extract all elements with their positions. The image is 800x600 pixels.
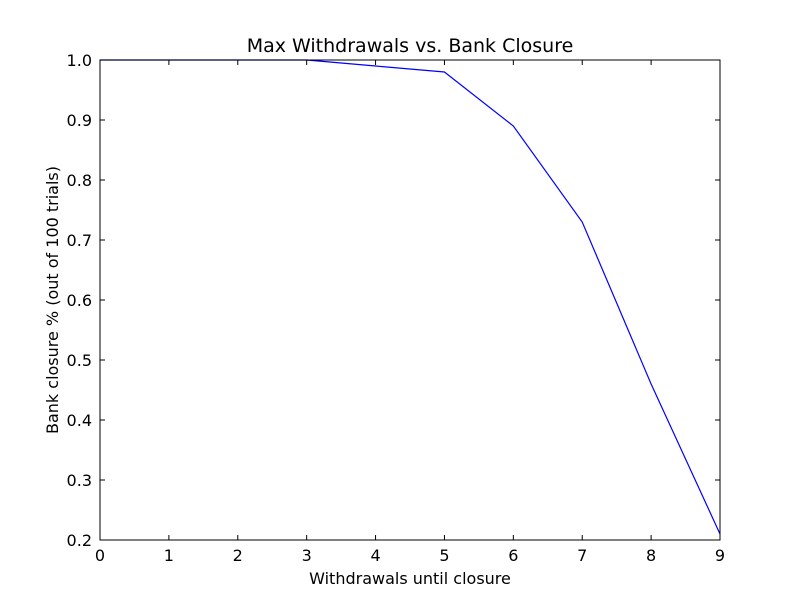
x-tick-label: 9: [715, 546, 725, 565]
y-axis-label: Bank closure % (out of 100 trials): [43, 166, 62, 434]
x-tick-label: 8: [646, 546, 656, 565]
y-tick-label: 0.7: [67, 231, 92, 250]
y-tick-label: 0.6: [67, 291, 92, 310]
y-tick-label: 1.0: [67, 51, 92, 70]
y-tick-label: 0.8: [67, 171, 92, 190]
x-tick-label: 0: [95, 546, 105, 565]
y-tick-label: 0.9: [67, 111, 92, 130]
y-tick-label: 0.4: [67, 411, 92, 430]
x-tick-label: 6: [508, 546, 518, 565]
x-axis-label: Withdrawals until closure: [309, 569, 511, 588]
x-tick-label: 7: [577, 546, 587, 565]
y-tick-label: 0.2: [67, 531, 92, 550]
x-tick-label: 4: [370, 546, 380, 565]
x-tick-label: 3: [302, 546, 312, 565]
x-tick-label: 2: [233, 546, 243, 565]
chart-title: Max Withdrawals vs. Bank Closure: [247, 35, 574, 57]
x-tick-label: 1: [164, 546, 174, 565]
x-tick-label: 5: [439, 546, 449, 565]
ticks-layer: 0 1 2 3 4 5 6 7 8 9 0.2 0.3 0.4 0.5 0.6 0.7 0.8 0.9 1.0: [67, 51, 726, 565]
y-tick-label: 0.3: [67, 471, 92, 490]
y-tick-label: 0.5: [67, 351, 92, 370]
